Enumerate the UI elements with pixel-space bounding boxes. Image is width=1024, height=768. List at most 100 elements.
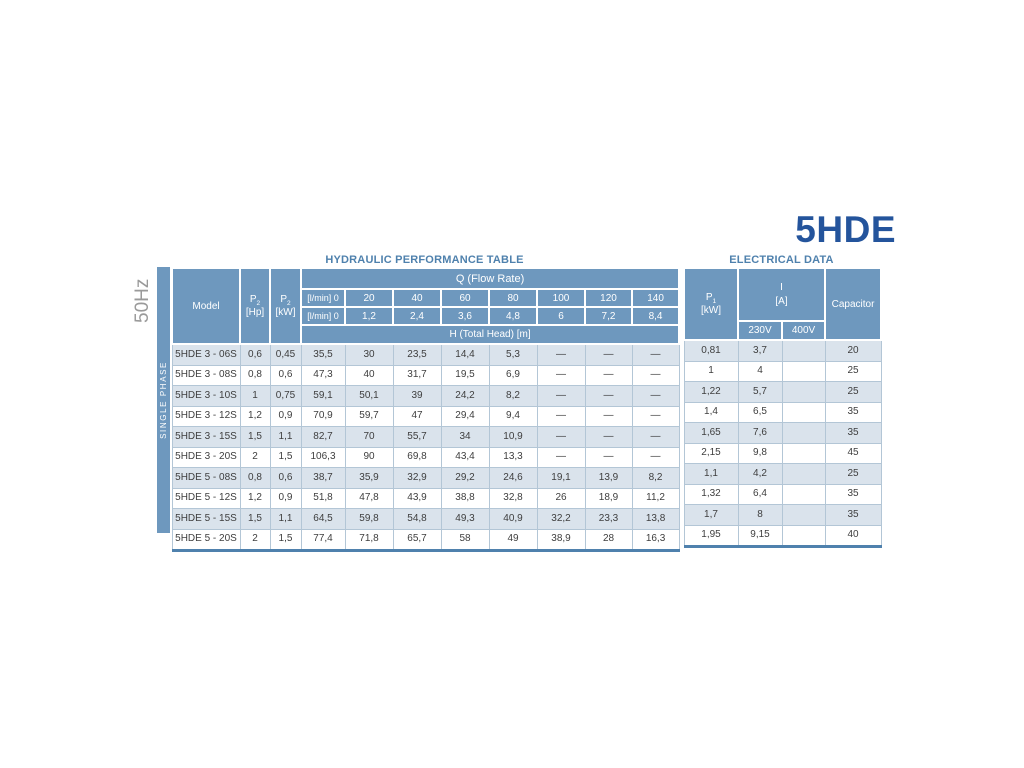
head-value-cell: 71,8 [344, 528, 394, 551]
hydraulic-table-row: 5HDE 3 - 06S 0,6 0,45 35,5 30 23,5 14,4 5,3— — — [171, 343, 680, 366]
flow-m3h-value-header: 1,2 [344, 306, 394, 326]
flow-m3h-value-header: 6 [536, 306, 586, 326]
p1-cell: 1,95 [683, 524, 739, 547]
frequency-label: 50Hz [132, 278, 153, 324]
p2-hp-cell: 1 [239, 385, 271, 407]
model-cell: 5HDE 5 - 15S [171, 508, 241, 530]
hydraulic-performance-table: Model P2 [Hp] P2 [kW] Q (Flow Rate) [l/m… [171, 267, 681, 552]
head-value-cell: 35,5 [300, 343, 346, 366]
current-400v-cell [781, 360, 826, 382]
head-value-cell: — [631, 405, 680, 427]
current-400v-cell [781, 483, 826, 505]
capacitor-cell: 35 [824, 504, 882, 526]
head-value-cell: — [584, 364, 633, 386]
head-value-cell: 16,3 [631, 528, 680, 551]
total-head-group-header: H (Total Head) [m] [299, 324, 681, 345]
p2-kw-column-header: P2 [kW] [269, 267, 302, 345]
head-value-cell: 39 [392, 385, 442, 407]
head-value-cell: 14,4 [440, 343, 490, 366]
p2-subscript: 2 [287, 300, 291, 307]
p1-kw-column-header: P1 [kW] [683, 267, 739, 341]
hydraulic-table-row: 5HDE 3 - 12S 1,2 0,9 70,9 59,7 47 29,4 9,4— — — [171, 405, 680, 427]
p2-kw-cell: 0,45 [269, 343, 302, 366]
p2-hp-cell: 0,8 [239, 364, 271, 386]
head-value-cell: 38,7 [300, 467, 346, 489]
head-value-cell: 77,4 [300, 528, 346, 551]
voltage-230-header: 230V [737, 320, 783, 341]
p2-hp-column-header: P2 [Hp] [239, 267, 271, 345]
current-230v-cell: 4,2 [737, 463, 783, 485]
p2-symbol: P [249, 294, 257, 305]
hydraulic-table-body: 5HDE 3 - 06S 0,6 0,45 35,5 30 23,5 14,4 5,3— — —5… [171, 343, 680, 551]
single-phase-bar: SINGLE PHASE [157, 267, 170, 533]
electrical-table-row: 1 4 25 [683, 360, 882, 382]
head-value-cell: 18,9 [584, 487, 633, 509]
p2-hp-unit: [Hp] [245, 307, 265, 318]
head-value-cell: 51,8 [300, 487, 346, 509]
hydraulic-table-row: 5HDE 3 - 20S 2 1,5 106,3 90 69,8 43,4 13,3— — — [171, 446, 680, 468]
head-value-cell: 38,8 [440, 487, 490, 509]
flow-lmin-header-row: [l/min] 0 20 40 60 80 100 120 140 [172, 288, 681, 308]
head-value-cell: 29,4 [440, 405, 490, 427]
head-value-cell: — [536, 385, 586, 407]
header-row-h: H (Total Head) [m] [172, 324, 681, 345]
head-value-cell: 30 [344, 343, 394, 366]
current-230v-cell: 5,7 [737, 381, 783, 403]
head-value-cell: — [536, 343, 586, 366]
model-column-header: Model [171, 267, 241, 345]
head-value-cell: 64,5 [300, 508, 346, 530]
electrical-data-table: P1 [kW] I [A] Capacitor 230V 400V 0,81 3,… [683, 267, 883, 548]
hydraulic-table-row: 5HDE 3 - 15S 1,5 1,1 82,7 70 55,7 34 10,9— — — [171, 426, 680, 448]
current-400v-cell [781, 339, 826, 362]
current-400v-cell [781, 463, 826, 485]
current-230v-cell: 7,6 [737, 422, 783, 444]
current-230v-cell: 9,8 [737, 442, 783, 464]
head-value-cell: 34 [440, 426, 490, 448]
electrical-table-row: 1,22 5,7 25 [683, 381, 882, 403]
flow-m3h-value-header: 8,4 [630, 306, 681, 326]
p1-cell: 1,22 [683, 381, 739, 403]
head-value-cell: — [631, 364, 680, 386]
head-value-cell: 55,7 [392, 426, 442, 448]
head-value-cell: 59,1 [300, 385, 346, 407]
flow-lmin-value-header: 140 [630, 288, 681, 308]
p2-hp-cell: 1,5 [239, 508, 271, 530]
model-cell: 5HDE 3 - 12S [171, 405, 241, 427]
p2-kw-cell: 1,5 [269, 446, 302, 468]
head-value-cell: — [584, 385, 633, 407]
head-value-cell: 13,9 [584, 467, 633, 489]
p2-kw-cell: 0,9 [269, 405, 302, 427]
p1-subscript: 1 [712, 298, 717, 305]
head-value-cell: 13,3 [488, 446, 538, 468]
p1-cell: 1,4 [683, 401, 739, 423]
head-value-cell: 23,3 [584, 508, 633, 530]
flow-m3h-header-row: [l/min] 0 1,2 2,4 3,6 4,8 6 7,2 8,4 [172, 306, 681, 326]
p2-hp-cell: 1,2 [239, 405, 271, 427]
head-value-cell: — [584, 405, 633, 427]
head-value-cell: — [536, 405, 586, 427]
p1-cell: 1,1 [683, 463, 739, 485]
voltage-400-header: 400V [780, 320, 827, 341]
p2-hp-cell: 1,5 [239, 426, 271, 448]
head-value-cell: 70,9 [300, 405, 346, 427]
head-value-cell: — [584, 446, 633, 468]
head-value-cell: 59,8 [344, 508, 394, 530]
head-value-cell: 8,2 [631, 467, 680, 489]
flow-lmin-value-header: 60 [440, 288, 490, 308]
head-value-cell: 47,8 [344, 487, 394, 509]
electrical-header-row-1: P1 [kW] I [A] Capacitor [683, 267, 883, 341]
head-value-cell: — [631, 343, 680, 366]
head-value-cell: — [631, 385, 680, 407]
p2-hp-cell: 2 [239, 528, 271, 551]
p2-hp-cell: 0,8 [239, 467, 271, 489]
head-value-cell: 70 [344, 426, 394, 448]
current-230v-cell: 4 [737, 360, 783, 382]
head-value-cell: 40 [344, 364, 394, 386]
head-value-cell: 8,2 [488, 385, 538, 407]
head-value-cell: 11,2 [631, 487, 680, 509]
head-value-cell: 43,9 [392, 487, 442, 509]
head-value-cell: — [536, 364, 586, 386]
head-value-cell: 19,1 [536, 467, 586, 489]
header-row-q: Model P2 [Hp] P2 [kW] Q (Flow Rate) [171, 267, 681, 345]
current-400v-cell [781, 524, 826, 547]
